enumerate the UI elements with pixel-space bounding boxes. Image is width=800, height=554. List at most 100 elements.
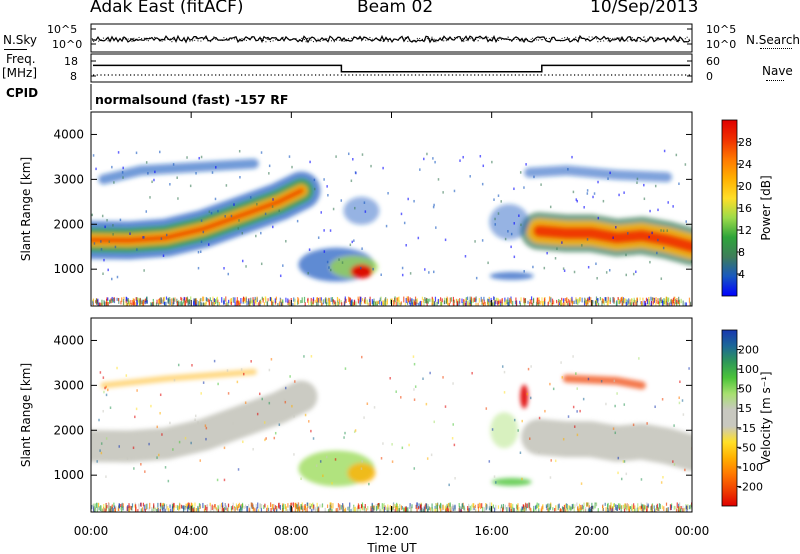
speckle: [520, 223, 522, 227]
speckle: [188, 506, 190, 511]
speckle: [552, 300, 555, 305]
speckle: [122, 299, 125, 305]
speckle: [636, 297, 638, 302]
speckle: [164, 466, 167, 469]
speckle: [208, 210, 211, 213]
speckle: [658, 507, 660, 512]
speckle: [447, 299, 449, 305]
speckle: [263, 505, 265, 510]
speckle: [381, 503, 383, 509]
speckle: [655, 302, 657, 306]
speckle: [615, 504, 617, 510]
speckle: [630, 506, 632, 511]
speckle: [225, 184, 228, 187]
speckle: [663, 149, 666, 153]
speckle: [161, 433, 163, 436]
speckle: [116, 297, 118, 301]
speckle: [330, 297, 332, 302]
speckle: [408, 443, 410, 447]
speckle: [180, 296, 182, 301]
speckle: [260, 507, 263, 512]
speckle: [337, 301, 339, 306]
speckle: [190, 296, 192, 301]
speckle: [686, 508, 688, 512]
speckle: [386, 298, 388, 305]
speckle: [414, 300, 416, 305]
speckle: [475, 302, 477, 306]
station-title: Adak East (fitACF): [90, 0, 244, 17]
speckle: [670, 504, 672, 510]
speckle: [271, 504, 273, 510]
speckle: [265, 437, 267, 440]
speckle: [266, 505, 269, 511]
speckle: [114, 245, 117, 249]
speckle: [497, 300, 499, 306]
speckle: [216, 508, 218, 512]
speckle: [493, 475, 496, 478]
speckle: [307, 297, 309, 301]
speckle: [481, 503, 483, 508]
speckle: [280, 298, 282, 303]
speckle: [197, 266, 200, 270]
speckle: [354, 171, 357, 174]
speckle: [621, 302, 623, 306]
speckle: [579, 409, 581, 413]
speckle: [626, 299, 628, 306]
speckle: [631, 505, 633, 510]
speckle: [590, 297, 592, 303]
speckle: [349, 301, 352, 306]
speckle: [300, 477, 302, 481]
speckle: [572, 503, 574, 509]
speckle: [618, 193, 620, 197]
speckle: [334, 458, 337, 461]
speckle: [210, 211, 213, 215]
speckle: [382, 504, 384, 510]
speckle: [493, 296, 495, 300]
speckle: [550, 502, 552, 508]
speckle: [101, 214, 104, 218]
speckle: [287, 298, 289, 303]
speckle: [224, 215, 226, 218]
colorbar-tick-label: 28: [738, 136, 752, 149]
speckle: [678, 507, 680, 511]
speckle: [132, 300, 134, 306]
speckle: [308, 420, 310, 423]
colorbar-tick-label: -15: [738, 422, 756, 435]
speckle: [633, 302, 635, 306]
speckle: [252, 507, 254, 512]
speckle: [268, 368, 271, 372]
speckle: [200, 240, 203, 244]
speckle: [107, 268, 109, 272]
speckle: [688, 505, 691, 510]
speckle: [328, 297, 330, 303]
speckle: [273, 507, 275, 512]
speckle: [519, 300, 521, 304]
speckle: [572, 300, 574, 304]
speckle: [569, 302, 571, 306]
speckle: [563, 302, 565, 306]
speckle: [354, 429, 357, 432]
speckle: [192, 509, 195, 512]
speckle: [342, 507, 344, 512]
speckle: [526, 503, 528, 509]
cpid-panel: normalsound (fast) -157 RF: [90, 84, 288, 110]
speckle: [202, 302, 205, 306]
speckle: [349, 298, 352, 303]
speckle: [405, 243, 407, 247]
speckle: [117, 298, 120, 302]
speckle: [345, 298, 347, 304]
speckle: [95, 300, 97, 304]
speckle: [571, 296, 573, 303]
speckle: [431, 299, 433, 303]
echo-region: [490, 412, 519, 449]
speckle: [213, 298, 215, 303]
speckle: [579, 504, 581, 510]
speckle: [238, 300, 241, 304]
speckle: [309, 505, 311, 510]
power-data: [91, 149, 692, 306]
speckle: [353, 430, 356, 434]
speckle: [684, 163, 687, 166]
speckle: [510, 299, 512, 305]
speckle: [354, 507, 356, 512]
speckle: [488, 506, 491, 511]
